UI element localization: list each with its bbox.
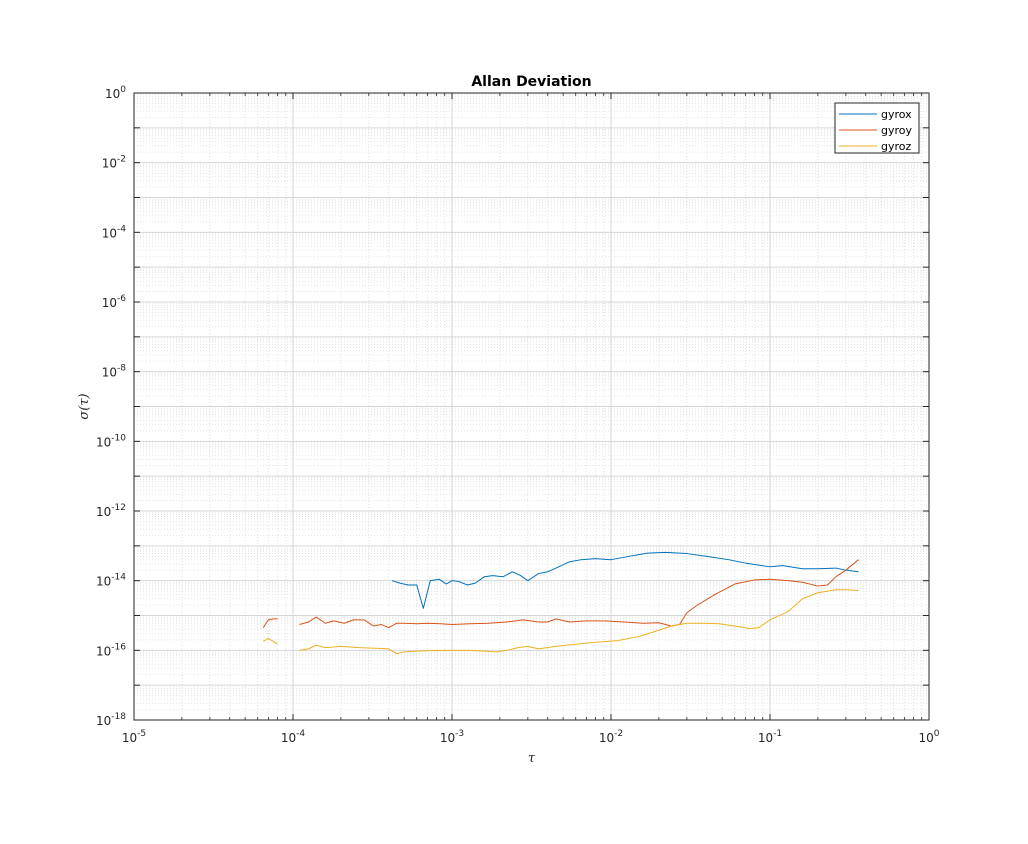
- y-tick-exponent: -4: [117, 224, 126, 234]
- y-tick-base: 10: [102, 366, 117, 380]
- x-tick-label: 100: [918, 729, 939, 745]
- y-axis-label: σ(τ): [77, 393, 92, 419]
- y-tick-base: 10: [96, 435, 111, 449]
- y-tick-base: 10: [96, 714, 111, 728]
- y-tick-base: 10: [105, 87, 120, 101]
- y-tick-exponent: -14: [111, 573, 126, 583]
- y-tick-base: 10: [96, 505, 111, 519]
- y-tick-exponent: -10: [111, 433, 126, 443]
- x-tick-base: 10: [281, 731, 296, 745]
- y-tick-exponent: -16: [111, 642, 126, 652]
- y-tick-base: 10: [96, 575, 111, 589]
- legend-label-gyroy: gyroy: [881, 124, 913, 137]
- y-tick-base: 10: [102, 296, 117, 310]
- x-tick-exponent: -4: [296, 729, 305, 739]
- x-tick-base: 10: [918, 731, 933, 745]
- plot-area: [133, 92, 930, 721]
- y-tick-labels: 10010-210-410-610-810-1010-1210-1410-161…: [96, 85, 126, 728]
- y-tick-base: 10: [102, 157, 117, 171]
- x-tick-label: 10-5: [122, 729, 146, 745]
- x-tick-base: 10: [758, 731, 773, 745]
- x-tick-label: 10-2: [599, 729, 623, 745]
- y-tick-exponent: -6: [117, 294, 126, 304]
- y-tick-exponent: -18: [111, 712, 126, 722]
- y-tick-label: 10-6: [102, 294, 127, 310]
- x-tick-label: 10-1: [758, 729, 782, 745]
- legend-label-gyrox: gyrox: [881, 108, 912, 121]
- series-line-gyrox: [391, 551, 859, 609]
- y-tick-exponent: 0: [120, 85, 126, 95]
- legend-label-gyroz: gyroz: [881, 140, 912, 153]
- y-tick-label: 10-16: [96, 642, 126, 658]
- x-tick-exponent: -2: [614, 729, 623, 739]
- tick-marks: [133, 92, 930, 721]
- series-line-gyroz: [262, 589, 859, 655]
- y-tick-exponent: -2: [117, 155, 126, 165]
- x-tick-exponent: -5: [137, 729, 146, 739]
- y-tick-exponent: -8: [117, 364, 126, 374]
- series-layer: [262, 551, 859, 655]
- y-tick-label: 10-14: [96, 573, 126, 589]
- x-axis-label: τ: [528, 751, 536, 766]
- y-tick-label: 10-12: [96, 503, 126, 519]
- x-tick-label: 10-3: [440, 729, 464, 745]
- y-tick-base: 10: [96, 644, 111, 658]
- x-tick-base: 10: [599, 731, 614, 745]
- x-tick-exponent: -1: [773, 729, 782, 739]
- legend-box: [834, 102, 920, 154]
- x-tick-exponent: 0: [934, 729, 940, 739]
- series-line-gyroy: [262, 559, 859, 629]
- y-tick-label: 10-18: [96, 712, 126, 728]
- x-tick-base: 10: [440, 731, 455, 745]
- x-tick-base: 10: [122, 731, 137, 745]
- legend: gyrox gyroy gyroz: [834, 102, 920, 154]
- y-tick-label: 100: [105, 85, 126, 101]
- chart-title: Allan Deviation: [471, 74, 591, 90]
- x-tick-label: 10-4: [281, 729, 306, 745]
- y-tick-label: 10-8: [102, 364, 127, 380]
- x-tick-labels: 10-5 10-4 10-3 10-2 10-1 100: [122, 729, 940, 745]
- y-tick-label: 10-2: [102, 155, 126, 171]
- x-tick-exponent: -3: [455, 729, 464, 739]
- y-tick-exponent: -12: [111, 503, 126, 513]
- y-tick-label: 10-4: [102, 224, 127, 240]
- y-tick-label: 10-10: [96, 433, 126, 449]
- y-tick-base: 10: [102, 226, 117, 240]
